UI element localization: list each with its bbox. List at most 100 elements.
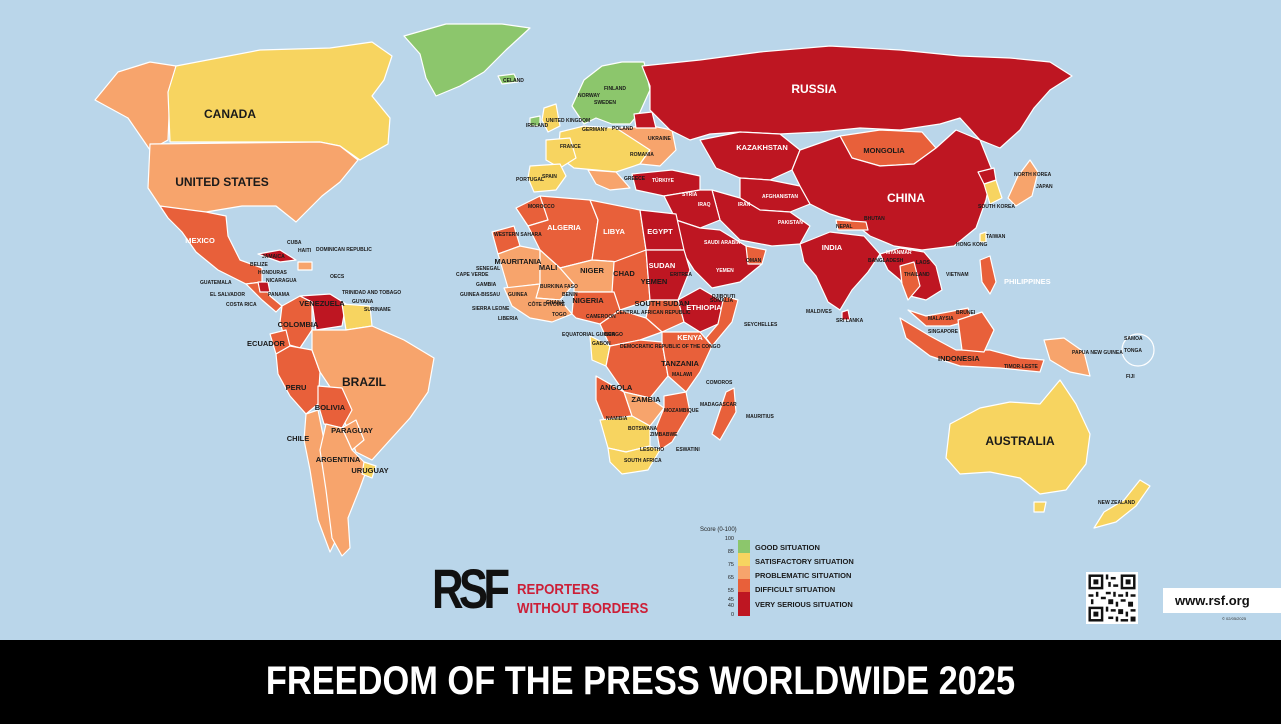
label-nicaragua: NICARAGUA <box>266 278 297 284</box>
country-nicaragua <box>257 281 271 293</box>
label-finland: FINLAND <box>604 86 626 92</box>
label-greece: GREECE <box>624 176 646 182</box>
label-botswana: BOTSWANA <box>628 426 658 432</box>
label-lesotho: LESOTHO <box>640 447 664 453</box>
country-drc <box>605 339 669 399</box>
label-western-sahara: WESTERN SAHARA <box>494 232 542 238</box>
country-australia <box>945 379 1091 495</box>
country-italy-balkans <box>587 169 631 191</box>
country-scandinavia <box>571 61 651 125</box>
legend-tick: 65 <box>727 575 734 581</box>
country-uruguay <box>361 461 377 479</box>
country-philippines <box>979 255 997 295</box>
country-iberia <box>527 163 567 193</box>
country-north-korea <box>977 167 997 185</box>
label-usa: UNITED STATES <box>175 175 269 189</box>
pacific-islands-marker <box>1121 333 1155 367</box>
legend-label-good: GOOD SITUATION <box>755 543 820 552</box>
label-sri-lanka: SRI LANKA <box>836 318 864 324</box>
country-iceland <box>497 73 519 85</box>
label-mongolia: MONGOLIA <box>863 146 905 155</box>
label-germany: GERMANY <box>582 127 608 133</box>
legend-title: Score (0-100) <box>700 527 737 533</box>
legend-swatch-problematic <box>738 566 750 579</box>
country-chile <box>303 409 337 553</box>
label-sierra-leone: SIERRA LEONE <box>472 306 510 312</box>
label-brunei: BRUNEI <box>956 310 976 316</box>
legend-tick: 45 <box>727 597 734 603</box>
label-timor: TIMOR-LESTE <box>1004 364 1039 370</box>
label-mauritania: MAURITANIA <box>495 257 543 266</box>
label-russia: RUSSIA <box>791 82 837 96</box>
label-bhutan: BHUTAN <box>864 216 885 222</box>
country-south-africa <box>607 445 661 475</box>
label-yemen: YEMEN <box>641 277 668 286</box>
rsf-logo: RSF REPORTERS WITHOUT BORDERS <box>432 561 662 621</box>
country-iran-afghan <box>711 189 811 247</box>
label-new-zealand: NEW ZEALAND <box>1098 500 1135 506</box>
legend-label-very-serious: VERY SERIOUS SITUATION <box>755 600 853 609</box>
label-paraguay: PARAGUAY <box>331 426 373 435</box>
label-vietnam: VIETNAM <box>946 272 969 278</box>
label-colombia: COLOMBIA <box>278 320 319 329</box>
country-thailand <box>899 261 921 301</box>
country-new-zealand <box>1093 479 1151 529</box>
legend-tick: 40 <box>727 603 734 609</box>
label-maldives: MALDIVES <box>806 309 833 315</box>
label-china: CHINA <box>887 191 925 205</box>
country-mozambique <box>655 391 691 451</box>
label-peru: PERU <box>286 383 307 392</box>
label-zambia: ZAMBIA <box>631 395 661 404</box>
label-gambia: GAMBIA <box>476 282 497 288</box>
label-png: PAPUA NEW GUINEA <box>1072 350 1123 356</box>
label-india: INDIA <box>822 243 843 252</box>
rsf-logo-mark: RSF <box>432 557 510 620</box>
label-ecuador: ECUADOR <box>247 339 286 348</box>
label-taiwan: TAIWAN <box>986 234 1006 240</box>
label-ethiopia: ETHIOPIA <box>686 303 722 312</box>
label-south-africa: SOUTH AFRICA <box>624 458 662 464</box>
country-oman <box>745 245 767 265</box>
country-india <box>799 231 881 311</box>
country-belarus <box>633 111 657 129</box>
label-sudan: SUDAN <box>649 261 676 270</box>
country-uk <box>541 103 561 133</box>
label-somalia: SOMALIA <box>710 298 733 304</box>
country-japan <box>1007 159 1039 207</box>
label-honduras: HONDURAS <box>258 270 288 276</box>
label-eq-guinea: EQUATORIAL GUINEA <box>562 332 616 338</box>
label-mali: MALI <box>539 263 557 272</box>
label-car: CENTRAL AFRICAN REPUBLIC <box>616 310 691 316</box>
legend-tick: 100 <box>724 536 734 542</box>
country-indonesia <box>899 317 1045 373</box>
label-nepal: NEPAL <box>836 224 853 230</box>
country-chad <box>611 249 651 311</box>
copyright-note: © 02/05/2025 <box>1222 616 1247 621</box>
label-japan: JAPAN <box>1036 184 1053 190</box>
label-iraq: IRAQ <box>698 202 711 208</box>
label-guyana: GUYANA <box>352 299 374 305</box>
label-madagascar: MADAGASCAR <box>700 402 737 408</box>
label-venezuela: VENEZUELA <box>299 299 345 308</box>
label-guinea: GUINEA <box>508 292 528 298</box>
label-benin: BENIN <box>562 292 578 298</box>
label-bolivia: BOLIVIA <box>315 403 346 412</box>
label-tanzania: TANZANIA <box>661 359 699 368</box>
label-mauritius: MAURITIUS <box>746 414 774 420</box>
country-malaysia <box>907 307 973 327</box>
label-argentina: ARGENTINA <box>316 455 361 464</box>
label-kenya: KENYA <box>677 333 703 342</box>
country-png <box>1043 337 1091 377</box>
map-legend: Score (0-100) 100 85 75 65 55 45 40 0 GO… <box>700 527 860 619</box>
label-panama: PANAMA <box>268 292 290 298</box>
label-jamaica: JAMAICA <box>262 254 285 260</box>
label-chad: CHAD <box>613 269 635 278</box>
title-banner: FREEDOM OF THE PRESS WORLDWIDE 2025 <box>0 640 1281 724</box>
label-canada: CANADA <box>204 107 256 121</box>
country-south-sudan <box>645 299 685 333</box>
label-brazil: BRAZIL <box>342 375 386 389</box>
label-mexico: MEXICO <box>185 236 215 245</box>
label-burkina: BURKINA FASO <box>540 284 578 290</box>
label-algeria: ALGERIA <box>547 223 581 232</box>
label-oman: OMAN <box>746 258 762 264</box>
